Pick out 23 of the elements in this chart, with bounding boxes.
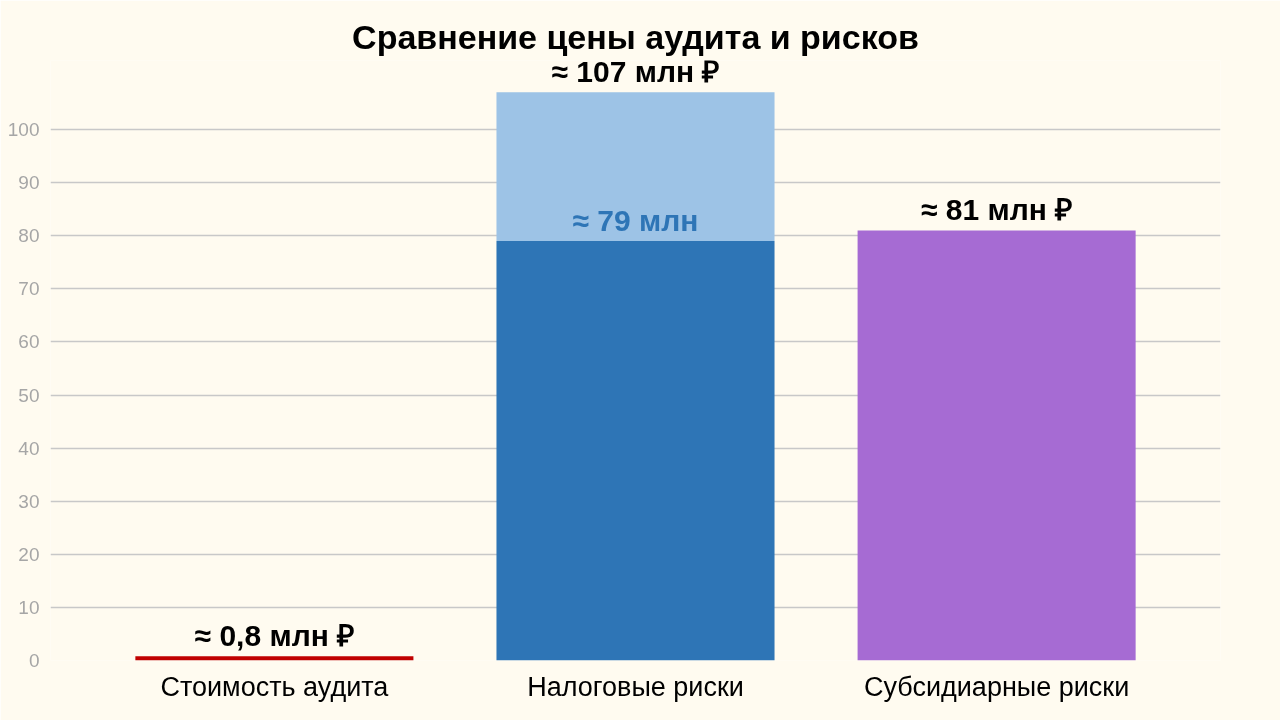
x-tick-label: Субсидиарные риски bbox=[863, 671, 1130, 702]
data-label: ≈ 81 млн ₽ bbox=[921, 193, 1073, 227]
data-label: ≈ 79 млн bbox=[572, 204, 699, 238]
bar bbox=[857, 230, 1136, 661]
y-tick-label: 100 bbox=[7, 119, 40, 141]
total-label: ≈ 107 млн ₽ bbox=[551, 55, 720, 89]
chart-title: Сравнение цены аудита и рисков bbox=[352, 17, 919, 56]
data-label: ≈ 0,8 млн ₽ bbox=[194, 619, 355, 653]
bar bbox=[135, 656, 414, 661]
y-tick-label: 60 bbox=[18, 331, 40, 353]
x-tick-label: Налоговые риски bbox=[527, 671, 744, 702]
y-tick-label: 20 bbox=[18, 543, 40, 565]
y-tick-label: 10 bbox=[18, 596, 40, 618]
y-tick-label: 30 bbox=[18, 490, 40, 512]
x-tick-label: Стоимость аудита bbox=[160, 671, 390, 702]
y-tick-label: 0 bbox=[28, 650, 40, 671]
bar bbox=[496, 92, 775, 242]
y-tick-label: 40 bbox=[18, 437, 40, 459]
y-tick-label: 80 bbox=[18, 225, 40, 247]
y-tick-label: 70 bbox=[18, 278, 40, 300]
y-tick-label: 90 bbox=[18, 172, 40, 194]
y-tick-label: 50 bbox=[18, 384, 40, 406]
bar bbox=[496, 241, 775, 661]
